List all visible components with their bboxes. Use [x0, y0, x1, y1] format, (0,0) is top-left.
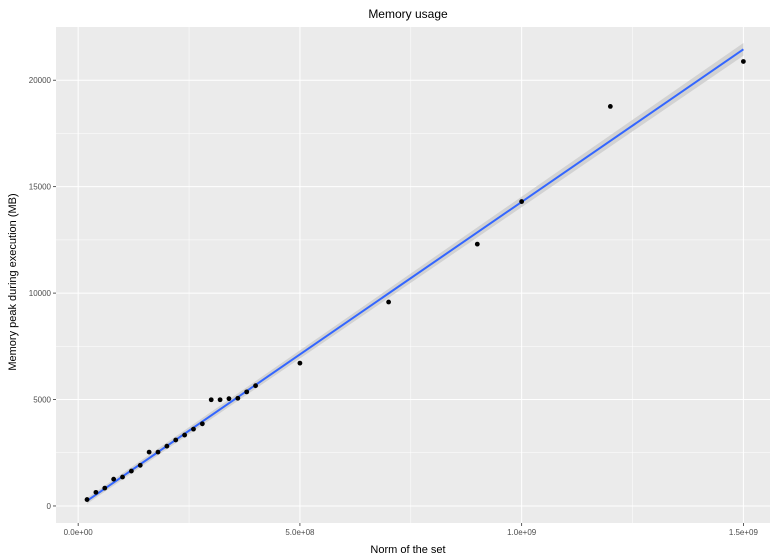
data-point — [226, 396, 232, 402]
y-axis-ticks: 0 5000 10000 15000 20000 — [29, 76, 56, 511]
data-points — [84, 59, 746, 502]
chart-title: Memory usage — [368, 7, 448, 21]
x-axis-label: Norm of the set — [370, 544, 445, 556]
data-point — [244, 389, 250, 395]
y-tick-label: 15000 — [29, 183, 52, 192]
data-point — [199, 421, 205, 427]
y-tick-label: 0 — [47, 502, 52, 511]
data-point — [120, 474, 125, 480]
data-point — [155, 449, 161, 455]
data-point — [173, 437, 179, 443]
data-point — [84, 497, 90, 502]
data-point — [253, 383, 258, 389]
data-point — [128, 468, 134, 474]
data-point — [191, 426, 196, 432]
data-point — [297, 360, 303, 366]
data-point — [208, 397, 214, 403]
data-point — [102, 485, 108, 491]
y-tick-label: 10000 — [29, 289, 52, 298]
data-point — [607, 104, 613, 109]
x-axis-ticks: 0.0e+00 5.0e+08 1.0e+09 1.5e+09 — [64, 523, 759, 537]
data-point — [740, 59, 746, 64]
data-point — [164, 443, 170, 449]
y-tick-label: 5000 — [33, 396, 51, 405]
data-point — [111, 476, 117, 482]
trend-line — [86, 48, 744, 502]
data-point — [235, 395, 241, 401]
data-point — [386, 299, 392, 305]
x-tick-label: 1.0e+09 — [507, 528, 537, 537]
data-point — [519, 199, 525, 204]
data-point — [217, 397, 223, 403]
data-point — [137, 462, 143, 468]
data-point — [182, 432, 188, 438]
x-tick-label: 1.5e+09 — [729, 528, 759, 537]
grid-major — [56, 27, 770, 523]
x-tick-label: 0.0e+00 — [64, 528, 94, 537]
y-axis-label: Memory peak during execution (MB) — [7, 193, 19, 370]
x-tick-label: 5.0e+08 — [285, 528, 315, 537]
data-point — [474, 241, 480, 247]
y-tick-label: 20000 — [29, 76, 52, 85]
data-point — [146, 449, 152, 455]
data-point — [93, 489, 99, 495]
